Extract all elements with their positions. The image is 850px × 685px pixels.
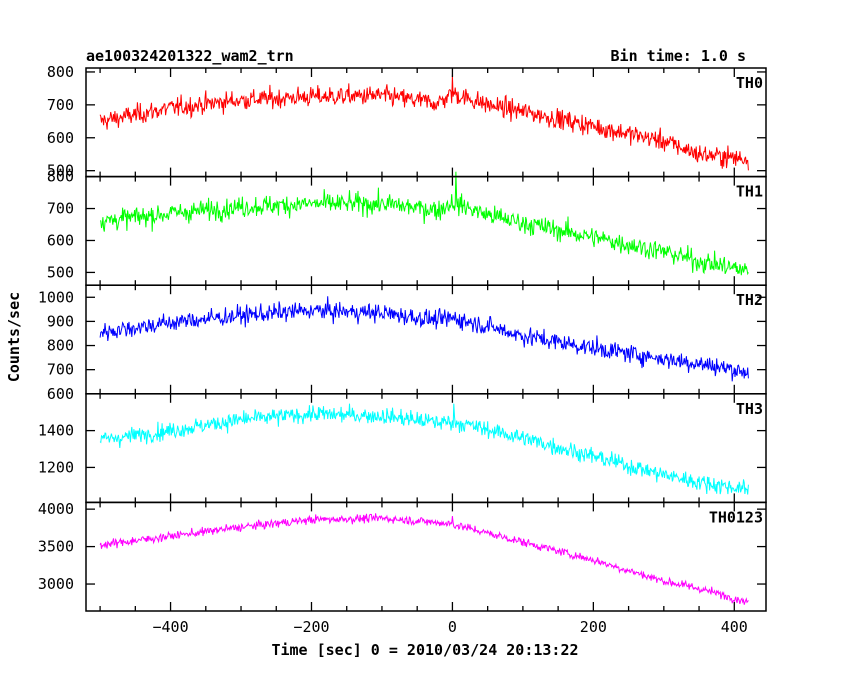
panel-label: TH2	[736, 291, 763, 309]
y-tick-label: 1200	[38, 458, 74, 476]
x-tick-label: 200	[580, 618, 607, 636]
y-tick-label: 4000	[38, 500, 74, 518]
series-line-th0123	[99, 513, 749, 605]
y-tick-label: 600	[47, 129, 74, 147]
y-tick-label: 600	[47, 385, 74, 403]
panel-th0: 500 600 700 800 TH0	[47, 63, 767, 180]
panel-frame	[85, 393, 767, 504]
y-tick-label: 500	[47, 263, 74, 281]
y-tick-label: 800	[47, 337, 74, 355]
y-tick-label: 500	[47, 162, 74, 180]
x-tick-label: −200	[293, 618, 329, 636]
y-tick-label: 900	[47, 312, 74, 330]
y-tick-label: 1000	[38, 288, 74, 306]
y-tick-label: 1400	[38, 422, 74, 440]
y-tick-label: 600	[47, 231, 74, 249]
x-tick-label: 400	[721, 618, 748, 636]
chart-title: ae100324201322_wam2_trn	[86, 47, 294, 65]
series-line-th0	[99, 74, 749, 171]
panel-th2: 600 700 800 900 1000 TH2	[38, 284, 767, 403]
series-line-th2	[99, 296, 749, 382]
y-tick-label: 700	[47, 96, 74, 114]
panel-label: TH0123	[709, 508, 763, 526]
y-axis-label: Counts/sec	[5, 292, 23, 382]
panel-frame	[85, 175, 767, 286]
panel-frame	[85, 501, 767, 612]
panel-th1: 500 600 700 800 TH1	[47, 168, 767, 286]
x-axis: −400 −200 0 200 400	[152, 618, 747, 636]
panel-label: TH3	[736, 400, 763, 418]
y-tick-label: 700	[47, 361, 74, 379]
bin-time-label: Bin time: 1.0 s	[611, 47, 746, 65]
panel-frame	[85, 284, 767, 395]
y-tick-label: 800	[47, 168, 74, 186]
panel-th3: 1200 1400 TH3	[38, 393, 767, 504]
panels-group: 500 600 700 800 TH0 500 600 700 800 TH1 600 700 800 9…	[38, 63, 767, 612]
x-axis-label: Time [sec] 0 = 2010/03/24 20:13:22	[271, 641, 578, 659]
y-tick-label: 700	[47, 200, 74, 218]
x-tick-label: −400	[152, 618, 188, 636]
y-tick-label: 3000	[38, 575, 74, 593]
panel-label: TH1	[736, 183, 763, 201]
series-line-th1	[100, 171, 749, 276]
panel-frame	[85, 67, 767, 178]
y-tick-label: 3500	[38, 538, 74, 556]
series-line-th3	[99, 403, 749, 495]
panel-th0123: 3000 3500 4000 TH0123	[38, 500, 767, 612]
x-tick-label: 0	[448, 618, 457, 636]
y-tick-label: 800	[47, 63, 74, 81]
panel-label: TH0	[736, 74, 763, 92]
